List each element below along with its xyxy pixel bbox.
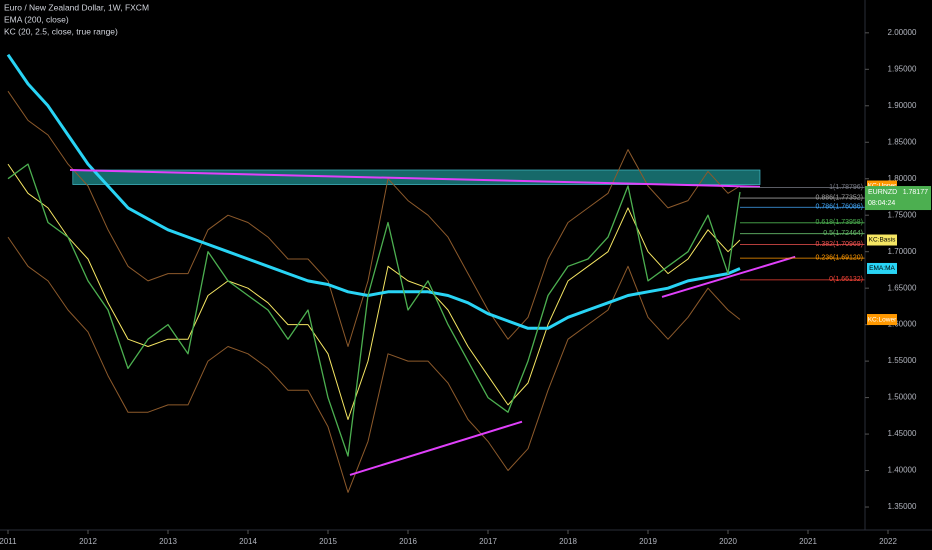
fib-label: 0.5(1.72464) [823,230,863,237]
fib-label: 0.236(1.69120) [816,254,863,261]
axes: 1.35000 1.40000 1.45000 1.50000 1.55000 1.600… [0,28,917,546]
y-tick-label: 1.95000 [888,64,917,73]
fib-label: 0.786(1.76086) [816,204,863,211]
series-line [7,163,741,420]
trendline [661,255,796,298]
fib-label: 0.618(1.73958) [816,219,863,226]
indicator-tag [867,234,897,246]
x-tick-label: 2020 [719,537,737,546]
indicator-tag-name: KC:Lower [868,316,897,323]
x-tick-label: 2021 [799,537,817,546]
y-tick-label: 1.35000 [888,502,917,511]
x-tick-label: 2018 [559,537,577,546]
indicator-label: EMA (200, close) [4,14,69,24]
x-tick-label: 2016 [399,537,417,546]
fib-label: 0.382(1.70969) [816,241,863,248]
y-tick-label: 2.00000 [888,28,917,37]
y-tick-label: 1.45000 [888,429,917,438]
chart-title: Euro / New Zealand Dollar, 1W, FXCM [4,2,149,12]
y-tick-label: 1.80000 [888,174,917,183]
series-line [7,90,741,347]
trendline [349,420,523,476]
y-tick-label: 1.90000 [888,101,917,110]
trendline [69,168,761,188]
y-tick-label: 1.50000 [888,393,917,402]
price-tag-name: EURNZD [868,189,897,196]
x-tick-label: 2019 [639,537,657,546]
y-tick-label: 1.55000 [888,356,917,365]
x-tick-label: 2015 [319,537,337,546]
x-tick-label: 2013 [159,537,177,546]
y-tick-label: 1.60000 [888,320,917,329]
indicator-tag [867,262,897,274]
price-tag [865,186,931,211]
indicator-label: KC (20, 2.5, close, true range) [4,26,118,36]
price-tag-value: 1.78177 [903,189,928,196]
x-tick-label: 2012 [79,537,97,546]
y-tick-label: 1.75000 [888,210,917,219]
fib-label: 1(1.78796) [829,184,863,191]
fib-label: 0.886(1.77352) [816,194,863,201]
countdown: 08:04:24 [868,200,895,207]
series-line [7,236,741,493]
y-tick-label: 1.40000 [888,466,917,475]
y-tick-label: 1.65000 [888,283,917,292]
x-tick-label: 2011 [0,537,17,546]
y-tick-label: 1.70000 [888,247,917,256]
plot-area [6,53,865,493]
series-line [6,53,741,330]
indicator-tag-name: EMA:MA [869,265,895,272]
x-tick-label: 2022 [879,537,897,546]
x-tick-label: 2017 [479,537,497,546]
y-tick-label: 1.85000 [888,137,917,146]
x-tick-label: 2014 [239,537,257,546]
series-line [7,163,741,457]
indicator-tag [867,314,897,326]
fib-label: 0(1.66132) [829,276,863,283]
indicator-tag [867,180,897,192]
indicator-tag-name: KC:Basis [869,237,896,244]
